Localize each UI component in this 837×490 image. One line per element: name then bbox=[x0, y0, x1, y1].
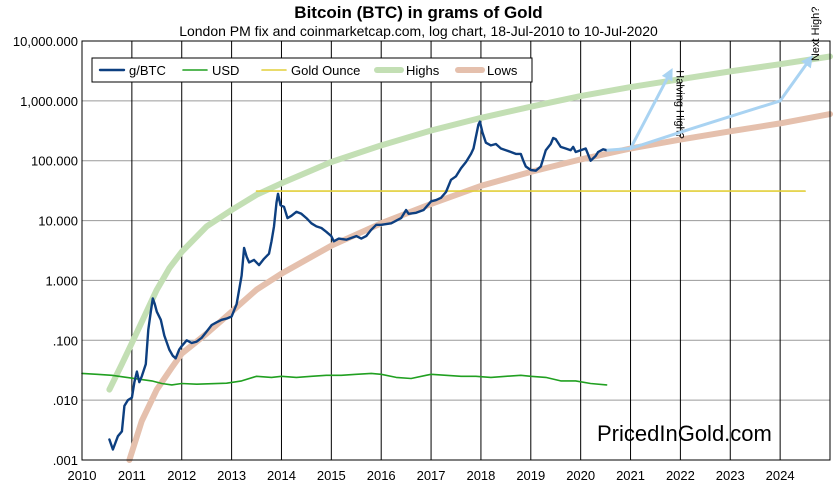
legend-label: g/BTC bbox=[129, 63, 166, 78]
x-tick-label: 2013 bbox=[217, 468, 246, 483]
series-line-highs bbox=[106, 53, 833, 393]
x-tick-label: 2016 bbox=[367, 468, 396, 483]
legend-label: Highs bbox=[406, 63, 440, 78]
legend-label: Gold Ounce bbox=[291, 63, 360, 78]
x-axis-ticks: 2010 2011 2012 2013 2014 2015 2016 2017 2018 2019… bbox=[68, 468, 795, 483]
x-tick-label: 2020 bbox=[566, 468, 595, 483]
projection-label: Halving High? bbox=[673, 70, 685, 138]
y-tick-label: 10,000.000 bbox=[13, 34, 78, 49]
x-tick-label: 2019 bbox=[516, 468, 545, 483]
chart-subtitle: London PM fix and coinmarketcap.com, log… bbox=[179, 23, 658, 39]
plot-frame bbox=[81, 40, 831, 461]
x-tick-label: 2021 bbox=[616, 468, 645, 483]
series-line-lows bbox=[126, 111, 833, 463]
legend-label: USD bbox=[212, 63, 239, 78]
series-line-usd bbox=[81, 372, 608, 386]
y-tick-label: 1.000 bbox=[45, 273, 78, 288]
series-line-g-btc bbox=[108, 120, 608, 451]
x-tick-label: 2017 bbox=[417, 468, 446, 483]
x-tick-label: 2014 bbox=[267, 468, 296, 483]
chart-title: Bitcoin (BTC) in grams of Gold bbox=[294, 3, 543, 22]
x-tick-label: 2011 bbox=[118, 468, 146, 483]
x-tick-label: 2010 bbox=[68, 468, 97, 483]
series-lines bbox=[81, 120, 806, 451]
bands bbox=[106, 53, 833, 463]
x-tick-label: 2022 bbox=[666, 468, 695, 483]
y-axis-ticks: 10,000.000 1,000.000 100.000 10.000 1.000 .10… bbox=[13, 34, 78, 468]
legend: g/BTC USD Gold Ounce Highs Lows bbox=[91, 57, 533, 83]
y-tick-label: .010 bbox=[53, 393, 78, 408]
x-tick-label: 2024 bbox=[766, 468, 795, 483]
x-tick-label: 2018 bbox=[466, 468, 495, 483]
grid bbox=[81, 40, 830, 461]
x-tick-label: 2015 bbox=[317, 468, 346, 483]
projection-arrow bbox=[630, 55, 813, 150]
projection-label: Next High? bbox=[810, 7, 822, 61]
x-tick-label: 2012 bbox=[167, 468, 196, 483]
y-tick-label: .001 bbox=[53, 453, 78, 468]
projections: Halving High? Next High? bbox=[606, 7, 822, 152]
watermark: PricedInGold.com bbox=[597, 421, 772, 446]
y-tick-label: 1,000.000 bbox=[20, 94, 78, 109]
y-tick-label: 100.000 bbox=[31, 154, 78, 169]
legend-label: Lows bbox=[487, 63, 518, 78]
y-tick-label: 10.000 bbox=[38, 214, 78, 229]
x-tick-label: 2023 bbox=[716, 468, 745, 483]
y-tick-label: .100 bbox=[53, 333, 78, 348]
